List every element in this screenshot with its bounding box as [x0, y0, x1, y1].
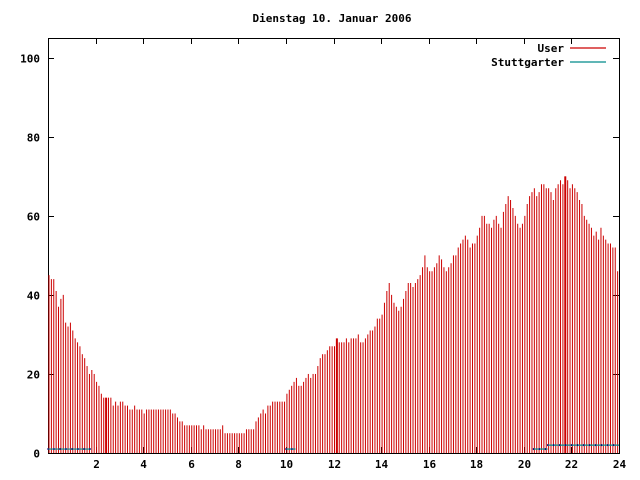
x-tick-label: 6: [188, 458, 195, 471]
legend-label-user: User: [538, 42, 565, 55]
legend-label-stuttgarter: Stuttgarter: [491, 56, 564, 69]
x-tick-label: 24: [613, 458, 627, 471]
x-tick-label: 10: [280, 458, 293, 471]
x-tick-label: 18: [470, 458, 483, 471]
x-tick-label: 16: [423, 458, 437, 471]
y-tick-label: 40: [27, 290, 40, 303]
x-tick-label: 20: [518, 458, 531, 471]
stuttgarter-series-lines: [47, 444, 619, 451]
y-axis: 0 20 40 60 80 100: [20, 53, 619, 461]
y-tick-label: 20: [27, 369, 40, 382]
x-tick-label: 22: [565, 458, 578, 471]
user-series-bars: [48, 176, 619, 453]
y-tick-label: 100: [20, 53, 40, 66]
x-tick-label: 14: [375, 458, 389, 471]
x-tick-label: 8: [235, 458, 242, 471]
y-tick-label: 0: [33, 448, 40, 461]
x-tick-label: 4: [140, 458, 147, 471]
chart-title: Dienstag 10. Januar 2006: [253, 12, 412, 25]
legend: User Stuttgarter: [491, 42, 606, 69]
x-tick-label: 12: [328, 458, 341, 471]
x-tick-label: 2: [93, 458, 100, 471]
y-tick-label: 80: [27, 132, 40, 145]
y-tick-label: 60: [27, 211, 40, 224]
